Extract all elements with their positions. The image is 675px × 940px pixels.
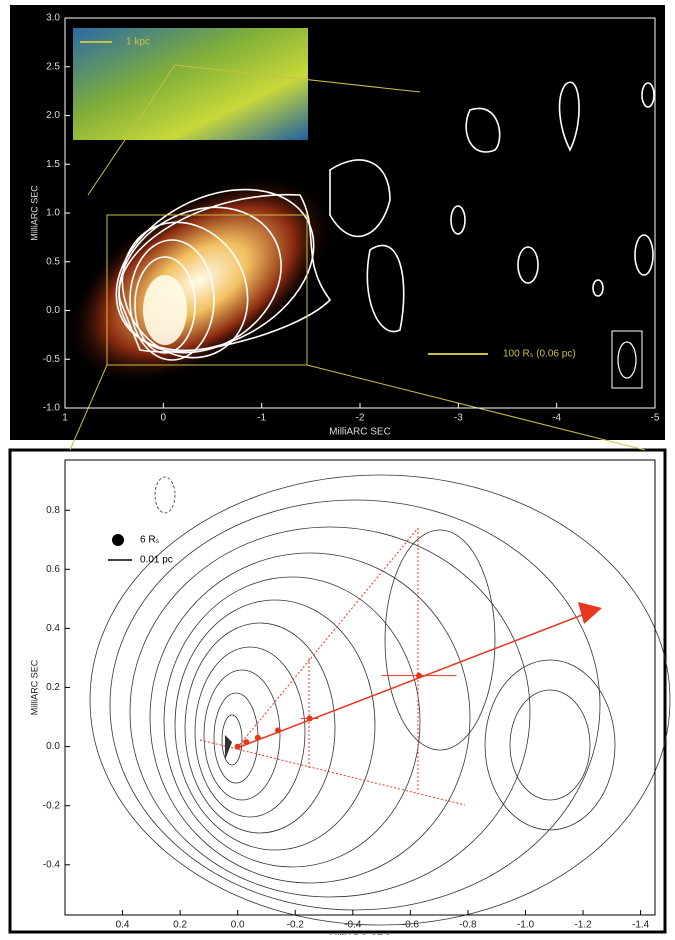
- data-point: [255, 735, 261, 741]
- y-tick-label: 0.5: [46, 256, 60, 267]
- y-axis-label: MilliARC SEC: [29, 659, 39, 715]
- y-tick-label: 0.0: [46, 741, 60, 752]
- x-tick-label: -0.2: [287, 920, 305, 931]
- annotation: 6 Rₛ: [140, 535, 160, 546]
- x-tick-label: -1.0: [517, 920, 535, 931]
- y-tick-label: 0.4: [46, 623, 60, 634]
- data-point: [243, 739, 249, 745]
- figure: 1 0 -1 -2 -3 -4 -5 -1.0 -0.5 0.0 0.5 1.0 1.5 2.0 2.5 3.…: [0, 0, 675, 935]
- annotation: 100 Rₛ (0.06 pc): [503, 349, 576, 360]
- x-tick-label: -1: [257, 413, 266, 424]
- y-axis-label: MilliARC SEC: [29, 185, 39, 241]
- x-axis-label: MilliARC SEC: [329, 427, 391, 438]
- inset-image: [73, 28, 308, 140]
- y-tick-label: -0.4: [43, 859, 61, 870]
- x-tick-label: -0.8: [459, 920, 477, 931]
- data-point: [275, 727, 281, 733]
- y-tick-label: 0.0: [46, 305, 60, 316]
- data-point: [307, 716, 313, 722]
- y-tick-label: 0.8: [46, 505, 60, 516]
- x-tick-label: -4: [552, 413, 561, 424]
- x-tick-label: 0: [161, 413, 167, 424]
- y-tick-label: 0.6: [46, 564, 60, 575]
- bottom-panel-bg: [10, 450, 665, 932]
- beam-symbol: [112, 534, 124, 546]
- y-tick-label: -0.5: [43, 354, 61, 365]
- y-tick-label: 3.0: [46, 13, 60, 24]
- data-point: [416, 673, 422, 679]
- x-tick-label: 0.0: [231, 920, 245, 931]
- y-tick-label: 2.0: [46, 110, 60, 121]
- y-tick-label: 1.5: [46, 159, 60, 170]
- x-tick-label: 0.2: [173, 920, 187, 931]
- x-tick-label: -5: [651, 413, 660, 424]
- x-tick-label: -3: [454, 413, 463, 424]
- x-tick-label: -2: [356, 413, 365, 424]
- annotation: 0.01 pc: [140, 555, 173, 566]
- x-tick-label: -0.6: [402, 920, 420, 931]
- data-point: [235, 744, 241, 750]
- y-tick-label: 0.2: [46, 682, 60, 693]
- x-tick-label: -1.2: [574, 920, 592, 931]
- y-tick-label: 2.5: [46, 61, 60, 72]
- y-tick-label: -1.0: [43, 403, 61, 414]
- x-tick-label: 1: [62, 413, 68, 424]
- y-tick-label: 1.0: [46, 208, 60, 219]
- x-tick-label: 0.4: [116, 920, 130, 931]
- y-tick-label: -0.2: [43, 800, 61, 811]
- x-tick-label: -1.4: [632, 920, 650, 931]
- annotation: 1 kpc: [126, 37, 150, 48]
- x-tick-label: -0.4: [344, 920, 362, 931]
